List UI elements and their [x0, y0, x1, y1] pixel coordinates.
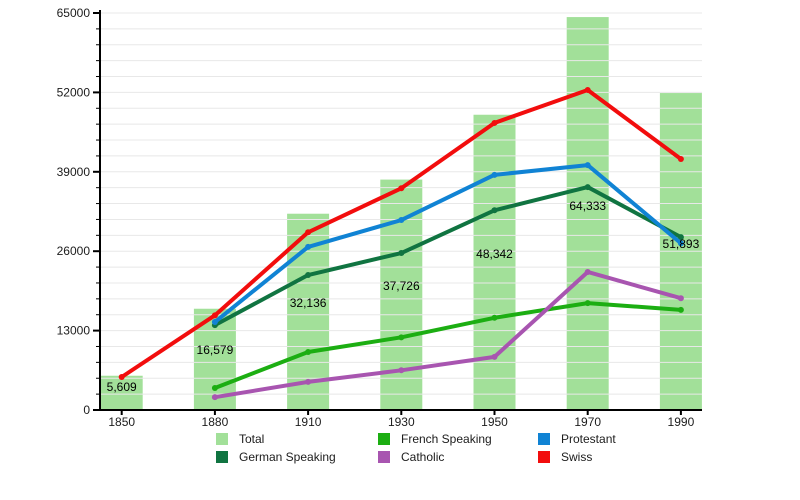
bar-value-label: 64,333: [569, 199, 606, 213]
legend-label: Protestant: [561, 432, 616, 446]
bar-value-label: 48,342: [476, 247, 513, 261]
y-tick-label: 0: [83, 403, 90, 417]
point-protestant: [398, 217, 405, 224]
bar-value-label: 51,893: [663, 237, 700, 251]
y-tick-label: 13000: [57, 324, 91, 338]
point-swiss: [584, 86, 591, 93]
legend-item-catholic: Catholic: [378, 448, 538, 466]
point-german-speaking: [398, 250, 405, 257]
y-tick-label: 39000: [57, 165, 91, 179]
point-catholic: [491, 353, 498, 360]
x-tick-label: 1950: [481, 415, 508, 429]
bar-value-label: 32,136: [290, 296, 327, 310]
point-swiss: [211, 312, 218, 319]
bar-value-label: 16,579: [197, 343, 234, 357]
point-french-speaking: [398, 334, 405, 341]
point-protestant: [584, 162, 591, 169]
point-catholic: [211, 394, 218, 401]
point-french-speaking: [491, 314, 498, 321]
point-protestant: [677, 240, 684, 247]
y-tick-label: 26000: [57, 244, 91, 258]
legend-swatch-icon: [378, 433, 390, 445]
legend-swatch-icon: [378, 451, 390, 463]
point-swiss: [118, 374, 125, 381]
legend-label: Swiss: [561, 450, 593, 464]
point-swiss: [305, 229, 312, 236]
legend-swatch-icon: [538, 451, 550, 463]
legend-label: German Speaking: [239, 450, 336, 464]
line-german-speaking: [212, 185, 683, 328]
point-german-speaking: [677, 234, 684, 241]
x-tick-label: 1970: [574, 415, 601, 429]
point-swiss: [491, 119, 498, 126]
point-german-speaking: [584, 184, 591, 191]
point-catholic: [584, 268, 591, 275]
x-tick-label: 1930: [388, 415, 415, 429]
legend-swatch-icon: [538, 433, 550, 445]
line-protestant: [212, 163, 683, 325]
point-french-speaking: [211, 385, 218, 392]
x-tick-label: 1990: [668, 415, 695, 429]
y-tick-label: 65000: [57, 6, 91, 20]
legend-swatch-icon: [216, 433, 228, 445]
point-german-speaking: [491, 207, 498, 214]
point-french-speaking: [305, 348, 312, 355]
point-protestant: [305, 243, 312, 250]
point-catholic: [677, 295, 684, 302]
x-tick-label: 1850: [108, 415, 135, 429]
legend-item-protestant: Protestant: [538, 430, 616, 448]
point-swiss: [398, 185, 405, 192]
legend-label: French Speaking: [401, 432, 492, 446]
point-french-speaking: [584, 300, 591, 307]
bar-1850: [100, 375, 143, 410]
point-french-speaking: [677, 306, 684, 313]
y-tick-label: 52000: [57, 85, 91, 99]
legend-label: Catholic: [401, 450, 445, 464]
point-swiss: [677, 155, 684, 162]
line-french-speaking: [212, 301, 683, 391]
point-german-speaking: [305, 272, 312, 279]
legend-item-total: Total: [216, 430, 378, 448]
legend-item-french-speaking: French Speaking: [378, 430, 538, 448]
legend-label: Total: [239, 432, 265, 446]
x-tick-label: 1880: [202, 415, 229, 429]
bar-value-label: 5,609: [107, 380, 137, 394]
legend-item-swiss: Swiss: [538, 448, 616, 466]
point-catholic: [305, 378, 312, 385]
legend-item-german-speaking: German Speaking: [216, 448, 378, 466]
bar-1950: [473, 114, 516, 410]
x-tick-label: 1910: [295, 415, 322, 429]
line-catholic: [212, 269, 683, 400]
legend: Total French Speaking Protestant German …: [216, 430, 616, 466]
point-catholic: [398, 367, 405, 374]
point-protestant: [491, 171, 498, 178]
bar-value-label: 37,726: [383, 279, 420, 293]
point-protestant: [211, 319, 218, 326]
bar-1970: [566, 17, 609, 411]
legend-swatch-icon: [216, 451, 228, 463]
